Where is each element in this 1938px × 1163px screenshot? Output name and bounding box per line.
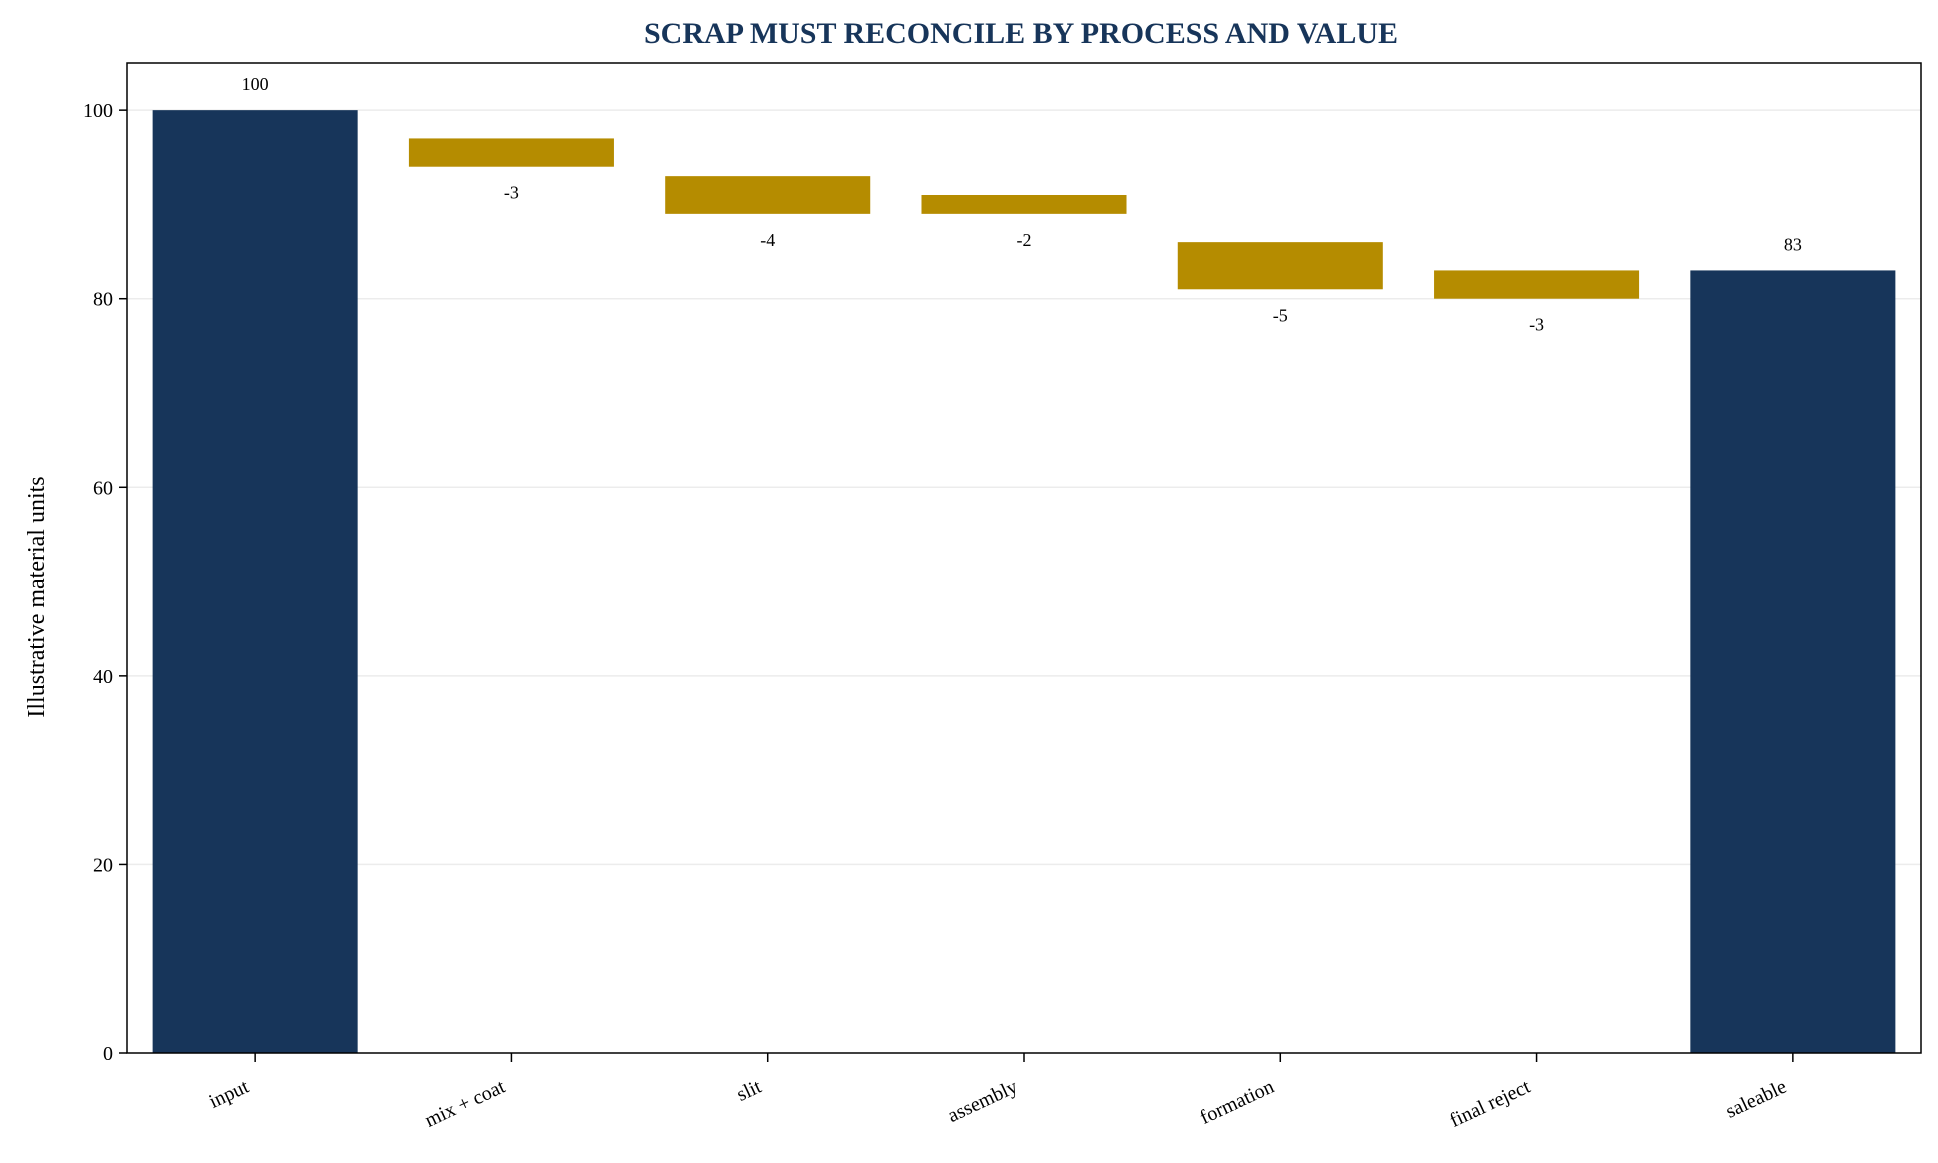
bar-slit <box>665 176 871 214</box>
data-label: -3 <box>1529 315 1544 335</box>
x-axis: input mix + coat slit assembly formation fina… <box>206 1053 1794 1132</box>
x-tick-label: slit <box>733 1075 765 1105</box>
x-tick-label: assembly <box>944 1076 1021 1127</box>
data-label: -3 <box>504 183 519 203</box>
y-axis: 0 20 40 60 80 100 <box>83 100 127 1065</box>
data-label: 83 <box>1784 234 1802 254</box>
grid-lines <box>127 109 1921 866</box>
x-tick-label: formation <box>1197 1076 1278 1129</box>
y-tick-label: 100 <box>83 100 113 122</box>
bar-saleable <box>1690 270 1896 1053</box>
bars <box>152 110 1896 1053</box>
y-axis-label: Illustrative material units <box>24 476 50 717</box>
y-tick-label: 20 <box>93 854 113 876</box>
chart-title: SCRAP MUST RECONCILE BY PROCESS AND VALU… <box>644 17 1398 50</box>
x-tick-label: mix + coat <box>422 1075 509 1131</box>
y-tick-label: 40 <box>93 666 113 688</box>
plot-frame <box>126 62 1922 1054</box>
bar-input <box>152 110 358 1053</box>
bar-assembly <box>921 195 1127 214</box>
x-tick-label: saleable <box>1722 1076 1790 1123</box>
x-tick-label: final reject <box>1446 1075 1534 1131</box>
x-tick-label: input <box>206 1075 253 1113</box>
data-label: -4 <box>760 230 775 250</box>
y-tick-label: 60 <box>93 477 113 499</box>
y-tick-label: 80 <box>93 289 113 311</box>
bar-mix-coat <box>408 138 614 167</box>
bar-final-reject <box>1434 270 1640 299</box>
bar-formation <box>1177 242 1383 290</box>
data-labels: 100 -3 -4 -2 -5 -3 83 <box>242 74 1802 335</box>
data-label: 100 <box>242 74 269 94</box>
y-tick-label: 0 <box>103 1043 113 1065</box>
data-label: -5 <box>1273 305 1288 325</box>
data-label: -2 <box>1017 230 1032 250</box>
